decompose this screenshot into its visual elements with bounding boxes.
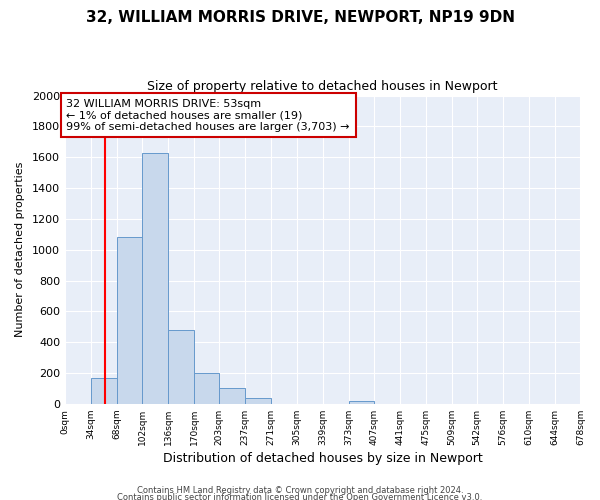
Title: Size of property relative to detached houses in Newport: Size of property relative to detached ho… <box>148 80 498 93</box>
Bar <box>194 373 219 404</box>
Bar <box>91 378 116 404</box>
Text: 32 WILLIAM MORRIS DRIVE: 53sqm
← 1% of detached houses are smaller (19)
99% of s: 32 WILLIAM MORRIS DRIVE: 53sqm ← 1% of d… <box>67 98 350 132</box>
Text: Contains HM Land Registry data © Crown copyright and database right 2024.: Contains HM Land Registry data © Crown c… <box>137 486 463 495</box>
Bar <box>245 398 271 404</box>
Text: Contains public sector information licensed under the Open Government Licence v3: Contains public sector information licen… <box>118 494 482 500</box>
Bar <box>116 238 142 404</box>
Bar <box>169 330 194 404</box>
X-axis label: Distribution of detached houses by size in Newport: Distribution of detached houses by size … <box>163 452 482 465</box>
Bar <box>349 400 374 404</box>
Text: 32, WILLIAM MORRIS DRIVE, NEWPORT, NP19 9DN: 32, WILLIAM MORRIS DRIVE, NEWPORT, NP19 … <box>86 10 515 25</box>
Bar <box>142 152 169 404</box>
Y-axis label: Number of detached properties: Number of detached properties <box>15 162 25 338</box>
Bar <box>219 388 245 404</box>
